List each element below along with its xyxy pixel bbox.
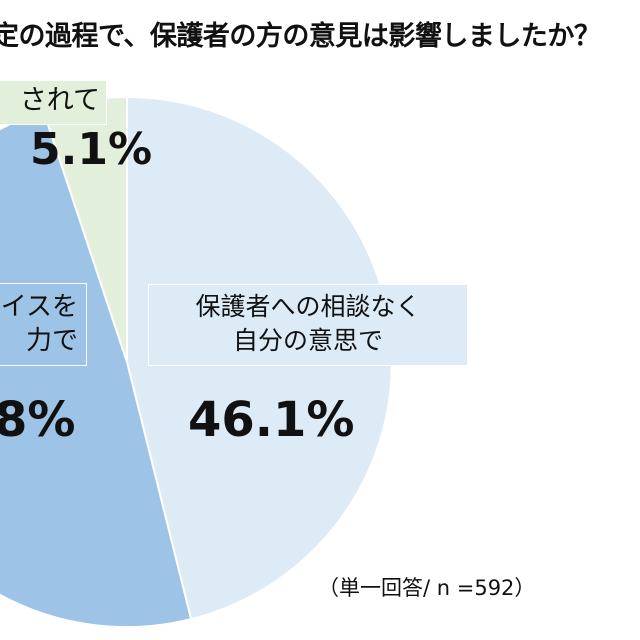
label-with-advice-line1: イスを	[0, 292, 78, 322]
label-with-advice: イスを 力で	[0, 283, 87, 366]
pct-with-advice: 8%	[0, 392, 76, 448]
label-self-decision: 保護者への相談なく 自分の意思で	[148, 284, 468, 366]
label-persuaded: されて	[0, 80, 107, 125]
chart-title: 定の過程で、保護者の方の意見は影響しましたか？	[0, 21, 601, 52]
pct-self-decision: 46.1%	[188, 392, 355, 448]
pct-persuaded: 5.1%	[30, 124, 153, 175]
label-self-decision-line1: 保護者への相談なく	[195, 292, 421, 321]
slice-with-advice	[0, 109, 193, 629]
label-persuaded-text: されて	[19, 85, 100, 116]
label-with-advice-line2: 力で	[25, 326, 78, 356]
sample-note: （単一回答/ n =592）	[318, 576, 536, 600]
label-self-decision-line2: 自分の意思で	[232, 326, 383, 355]
